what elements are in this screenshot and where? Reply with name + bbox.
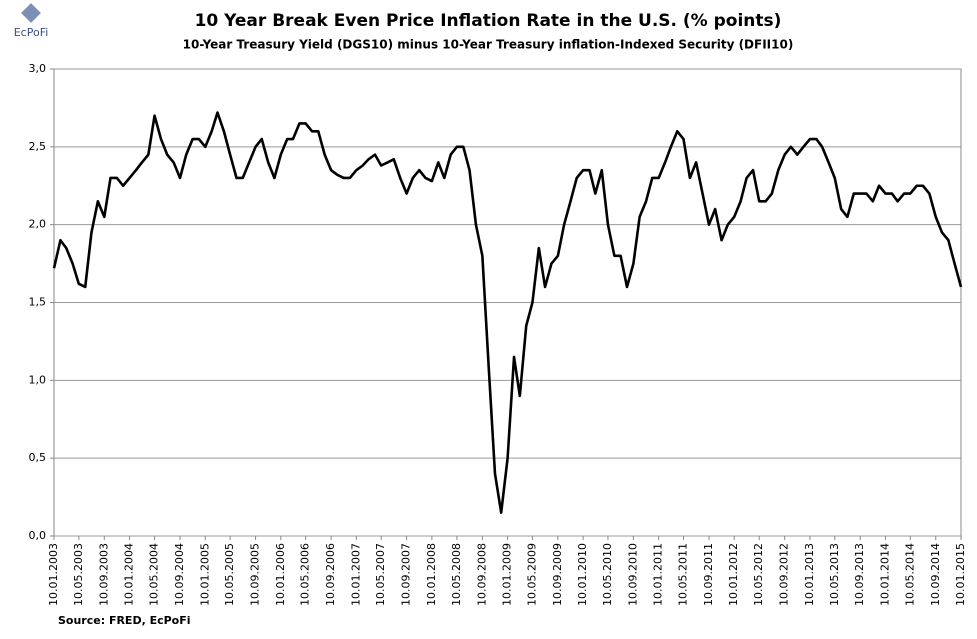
x-tick-label: 10.01.2007 bbox=[349, 543, 362, 606]
x-tick-label: 10.01.2015 bbox=[954, 543, 967, 606]
x-tick-label: 10.01.2008 bbox=[425, 543, 438, 606]
x-tick-label: 10.01.2003 bbox=[47, 543, 60, 606]
source-note: Source: FRED, EcPoFi bbox=[58, 614, 191, 627]
y-tick-label: 2,0 bbox=[29, 218, 47, 231]
x-tick-label: 10.05.2007 bbox=[374, 543, 387, 606]
x-tick-label: 10.09.2014 bbox=[929, 543, 942, 606]
x-tick-label: 10.01.2013 bbox=[803, 543, 816, 606]
x-tick-label: 10.09.2005 bbox=[249, 543, 262, 606]
y-tick-label: 0,0 bbox=[29, 529, 47, 542]
x-tick-label: 10.09.2010 bbox=[626, 543, 639, 606]
y-tick-label: 0,5 bbox=[29, 451, 47, 464]
x-tick-label: 10.01.2010 bbox=[576, 543, 589, 606]
y-tick-label: 1,5 bbox=[29, 296, 47, 309]
x-tick-label: 10.05.2011 bbox=[676, 543, 689, 606]
x-tick-label: 10.05.2005 bbox=[223, 543, 236, 606]
x-tick-label: 10.09.2004 bbox=[173, 543, 186, 606]
logo-text: EcPoFi bbox=[14, 26, 49, 39]
x-tick-label: 10.05.2010 bbox=[601, 543, 614, 606]
y-tick-label: 2,5 bbox=[29, 140, 47, 153]
x-tick-label: 10.05.2006 bbox=[299, 543, 312, 606]
x-tick-label: 10.01.2012 bbox=[727, 543, 740, 606]
chart-title: 10 Year Break Even Price Inflation Rate … bbox=[195, 11, 782, 31]
x-tick-label: 10.05.2003 bbox=[72, 543, 85, 606]
x-tick-label: 10.05.2012 bbox=[752, 543, 765, 606]
x-tick-label: 10.09.2013 bbox=[853, 543, 866, 606]
chart-subtitle: 10-Year Treasury Yield (DGS10) minus 10-… bbox=[183, 38, 794, 52]
data-line bbox=[52, 111, 963, 514]
x-tick-label: 10.09.2007 bbox=[400, 543, 413, 606]
x-tick-label: 10.01.2011 bbox=[652, 543, 665, 606]
x-tick-label: 10.01.2009 bbox=[501, 543, 514, 606]
x-tick-label: 10.09.2008 bbox=[475, 543, 488, 606]
x-tick-label: 10.09.2012 bbox=[778, 543, 791, 606]
x-tick-label: 10.01.2014 bbox=[878, 543, 891, 606]
x-tick-label: 10.09.2003 bbox=[97, 543, 110, 606]
x-tick-label: 10.05.2009 bbox=[525, 543, 538, 606]
y-tick-label: 3,0 bbox=[29, 62, 47, 75]
x-tick-label: 10.09.2011 bbox=[702, 543, 715, 606]
y-tick-label: 1,0 bbox=[29, 373, 47, 386]
x-tick-label: 10.05.2013 bbox=[828, 543, 841, 606]
x-tick-label: 10.09.2009 bbox=[551, 543, 564, 606]
x-tick-label: 10.05.2014 bbox=[903, 543, 916, 606]
x-tick-label: 10.05.2008 bbox=[450, 543, 463, 606]
x-tick-label: 10.01.2005 bbox=[198, 543, 211, 606]
x-tick-label: 10.09.2006 bbox=[324, 543, 337, 606]
x-tick-label: 10.01.2006 bbox=[274, 543, 287, 606]
x-tick-label: 10.05.2004 bbox=[148, 543, 161, 606]
x-tick-label: 10.01.2004 bbox=[123, 543, 136, 606]
